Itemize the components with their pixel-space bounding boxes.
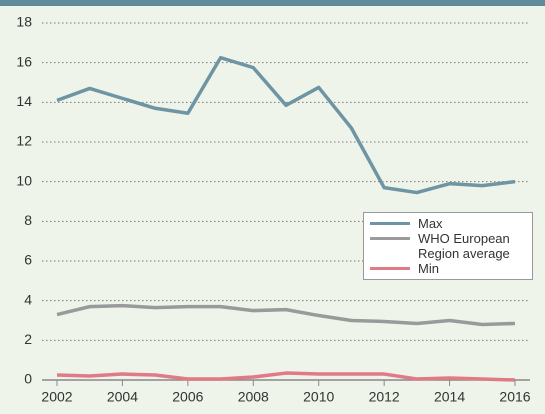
series-line [56, 303, 516, 327]
series-line [56, 55, 516, 195]
y-tick-label: 6 [24, 252, 32, 268]
legend-label: Max [418, 216, 443, 231]
x-tick-label: 2014 [434, 389, 465, 405]
legend-label: WHO European Region average [418, 231, 510, 261]
x-tick-label: 2016 [499, 389, 530, 405]
x-tick-label: 2002 [41, 389, 72, 405]
y-tick-label: 0 [24, 371, 32, 387]
y-tick-label: 18 [16, 14, 32, 30]
x-tick-label: 2012 [369, 389, 400, 405]
legend-swatch [370, 237, 410, 240]
y-tick-label: 8 [24, 212, 32, 228]
y-tick-label: 14 [16, 93, 32, 109]
x-tick-label: 2004 [107, 389, 138, 405]
x-tick-label: 2008 [238, 389, 269, 405]
legend-swatch [370, 267, 410, 270]
legend-item: WHO European Region average [368, 231, 528, 261]
legend: Max WHO European Region average Min [363, 212, 533, 280]
x-tick-label: 2010 [303, 389, 334, 405]
y-tick-label: 10 [16, 172, 32, 188]
legend-label: Min [418, 261, 439, 276]
y-tick-label: 12 [16, 133, 32, 149]
series-line [56, 371, 516, 382]
y-tick-label: 2 [24, 331, 32, 347]
legend-swatch [370, 222, 410, 225]
legend-item: Min [368, 261, 528, 276]
y-tick-label: 4 [24, 291, 32, 307]
x-tick-label: 2006 [172, 389, 203, 405]
legend-item: Max [368, 216, 528, 231]
top-bar [0, 0, 545, 6]
y-tick-label: 16 [16, 53, 32, 69]
